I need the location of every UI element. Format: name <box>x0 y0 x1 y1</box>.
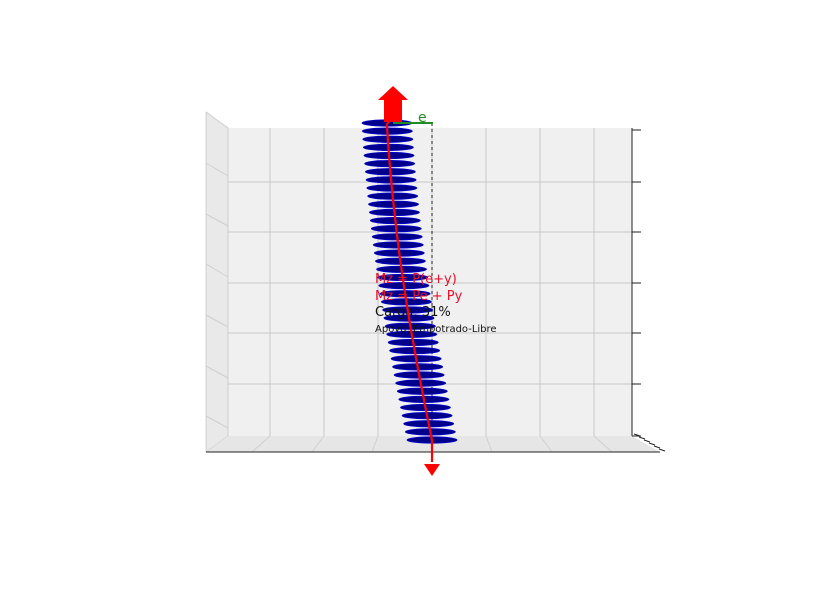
floor-tick-0 <box>633 433 641 437</box>
side-grid-line-2 <box>205 213 229 227</box>
side-grid-line-0 <box>205 111 229 129</box>
floor-grid-line-5 <box>539 435 553 453</box>
load-percentage-label: Carga: 31% <box>375 305 451 320</box>
floor-tick-4 <box>653 445 661 449</box>
eccentricity-marker: e <box>393 110 433 126</box>
floor-tick-3 <box>648 442 656 446</box>
side-grid-line-5 <box>205 365 229 379</box>
side-grid-line-4 <box>205 314 229 328</box>
floor-ticks <box>633 433 666 452</box>
floor-grid-line-2 <box>371 435 379 453</box>
annotations: Mz = P(e+y) Mz = Pe + Py Carga: 31% Apoy… <box>375 272 497 335</box>
side-grid-line-6 <box>205 415 229 429</box>
side-grid-line-1 <box>205 162 229 177</box>
floor-grid-line-1 <box>311 435 325 453</box>
floor-tick-1 <box>638 436 646 440</box>
floor-grid-line-4 <box>485 435 493 453</box>
load-arrow-top-icon <box>378 86 408 122</box>
deflection-curve <box>385 110 434 462</box>
floor-tick-2 <box>643 439 651 443</box>
z-axis-ticks <box>632 129 641 437</box>
moment-equation-2: Mz = Pe + Py <box>375 289 463 304</box>
reaction-arrow-bottom-icon <box>424 464 440 476</box>
side-grid-line-3 <box>205 263 229 278</box>
moment-equation-1: Mz = P(e+y) <box>375 272 457 287</box>
floor-tick-5 <box>658 448 666 452</box>
floor-grid-line-6 <box>593 435 613 453</box>
support-type-label: Apoyo: Empotrado-Libre <box>375 324 497 335</box>
eccentricity-label: e <box>418 110 427 126</box>
floor-grid-line-0 <box>251 435 271 453</box>
